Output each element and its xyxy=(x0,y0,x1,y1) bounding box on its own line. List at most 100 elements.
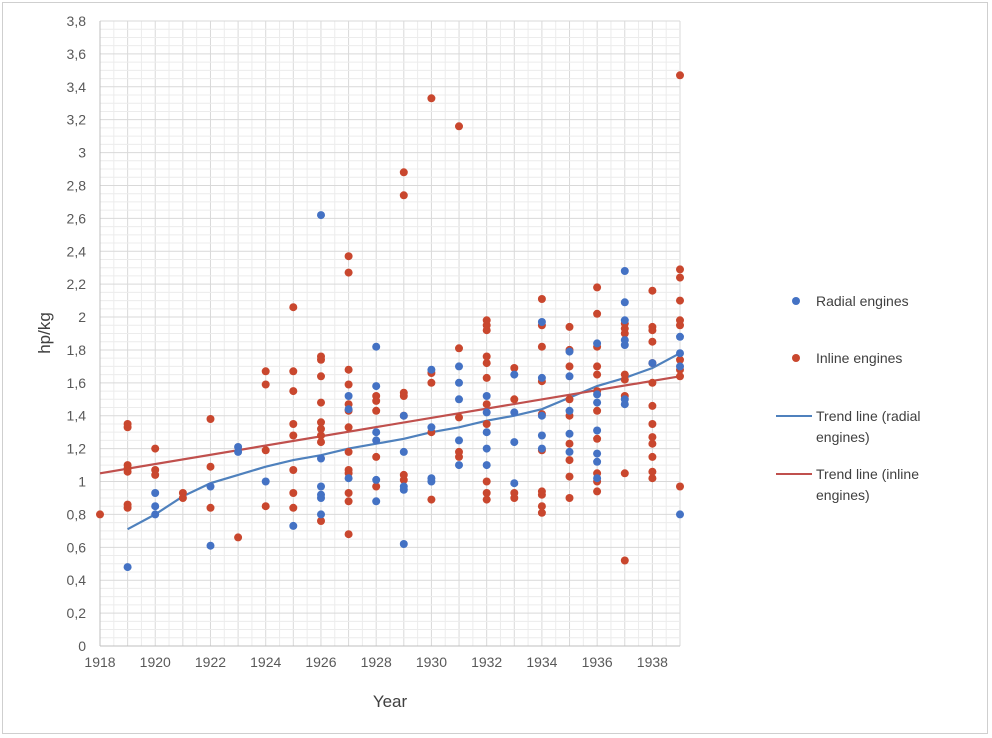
radial-point xyxy=(565,347,574,356)
radial-point xyxy=(565,372,574,381)
radial-point xyxy=(620,298,629,307)
radial-point xyxy=(537,431,546,440)
y-tick-label: 3,6 xyxy=(67,46,87,62)
radial-point xyxy=(482,444,491,453)
inline-point xyxy=(620,469,629,478)
inline-point xyxy=(317,418,325,427)
inline-point xyxy=(455,344,463,353)
x-tick-label: 1926 xyxy=(305,654,336,670)
inline-point xyxy=(455,447,463,456)
inline-point xyxy=(372,392,381,400)
radial-point xyxy=(317,211,325,220)
inline-point xyxy=(565,472,574,481)
inline-point xyxy=(565,362,574,371)
radial-point xyxy=(482,461,491,470)
inline-point xyxy=(676,316,684,325)
axes xyxy=(99,21,680,647)
inline-point xyxy=(206,462,215,471)
radial-point xyxy=(676,362,684,371)
radial-point xyxy=(261,477,270,486)
y-tick-label: 3,8 xyxy=(67,13,87,29)
inline-point xyxy=(455,413,463,422)
inline-point xyxy=(344,466,353,474)
inline-point xyxy=(344,497,353,506)
inline-point xyxy=(537,508,546,517)
radial-point xyxy=(344,405,353,414)
radial-point xyxy=(455,378,463,387)
x-tick-labels: 1918 1920 1922 1924 1926 1928 1930 1932 1934 1936… xyxy=(84,654,668,670)
y-tick-label: 2 xyxy=(78,309,86,325)
radial-point xyxy=(317,510,325,519)
y-tick-label: 1,6 xyxy=(67,375,87,391)
radial-point xyxy=(455,395,463,404)
inline-point xyxy=(427,495,436,504)
radial-point xyxy=(151,489,160,497)
radial-point xyxy=(593,398,602,407)
radial-point xyxy=(372,342,381,351)
y-tick-label: 0,2 xyxy=(67,605,87,621)
radial-point xyxy=(427,423,436,432)
legend-label-inline: Inline engines xyxy=(816,350,902,366)
inline-point xyxy=(537,342,546,351)
radial-point xyxy=(676,349,684,358)
radial-point xyxy=(593,339,602,348)
inline-point xyxy=(261,502,270,511)
inline-point xyxy=(482,359,491,368)
inline-point xyxy=(206,415,215,423)
x-tick-label: 1922 xyxy=(195,654,226,670)
inline-point xyxy=(482,316,491,325)
inline-point xyxy=(427,378,436,387)
x-tick-label: 1936 xyxy=(582,654,613,670)
inline-point xyxy=(317,438,325,447)
inline-point xyxy=(317,352,325,361)
inline-point xyxy=(289,466,298,474)
radial-point xyxy=(537,318,546,326)
inline-point xyxy=(510,395,519,404)
radial-point xyxy=(455,362,463,371)
inline-point xyxy=(317,398,325,407)
inline-point xyxy=(537,502,546,511)
inline-point xyxy=(565,322,574,331)
y-tick-label: 1,2 xyxy=(67,441,87,457)
inline-point xyxy=(648,286,657,295)
y-tick-label: 0,8 xyxy=(67,506,87,522)
x-tick-label: 1928 xyxy=(361,654,392,670)
inline-point xyxy=(261,446,270,455)
inline-point xyxy=(482,477,491,486)
radial-point xyxy=(151,510,160,519)
inline-point xyxy=(537,295,546,303)
radial-point xyxy=(565,429,574,438)
inline-point xyxy=(676,273,684,282)
legend-label-radial-trend: Trend line (radial engines) xyxy=(816,408,921,445)
inline-point xyxy=(482,400,491,409)
y-tick-label: 3 xyxy=(78,145,86,161)
inline-point xyxy=(648,337,657,346)
inline-point xyxy=(648,420,657,428)
inline-point xyxy=(317,517,325,525)
inline-point xyxy=(565,395,574,404)
radial-point xyxy=(510,408,519,417)
radial-point xyxy=(372,497,381,506)
inline-point xyxy=(565,456,574,465)
radial-point xyxy=(620,336,629,345)
y-tick-label: 1,8 xyxy=(67,342,87,358)
radial-point xyxy=(676,510,684,519)
y-tick-label: 2,6 xyxy=(67,210,87,226)
trend-line-radial xyxy=(127,352,681,531)
inline-point xyxy=(648,322,657,331)
radial-point xyxy=(372,436,381,445)
radial-point xyxy=(482,408,491,417)
y-tick-label: 1 xyxy=(78,474,86,490)
radial-point xyxy=(482,392,491,400)
inline-point xyxy=(96,510,104,519)
radial-point xyxy=(593,474,602,483)
x-tick-label: 1924 xyxy=(250,654,281,670)
inline-point xyxy=(676,355,684,364)
inline-point xyxy=(123,420,132,428)
inline-point xyxy=(482,489,491,497)
inline-point xyxy=(676,482,684,491)
radial-point xyxy=(317,482,325,491)
inline-point xyxy=(344,365,353,374)
radial-point xyxy=(676,332,684,341)
